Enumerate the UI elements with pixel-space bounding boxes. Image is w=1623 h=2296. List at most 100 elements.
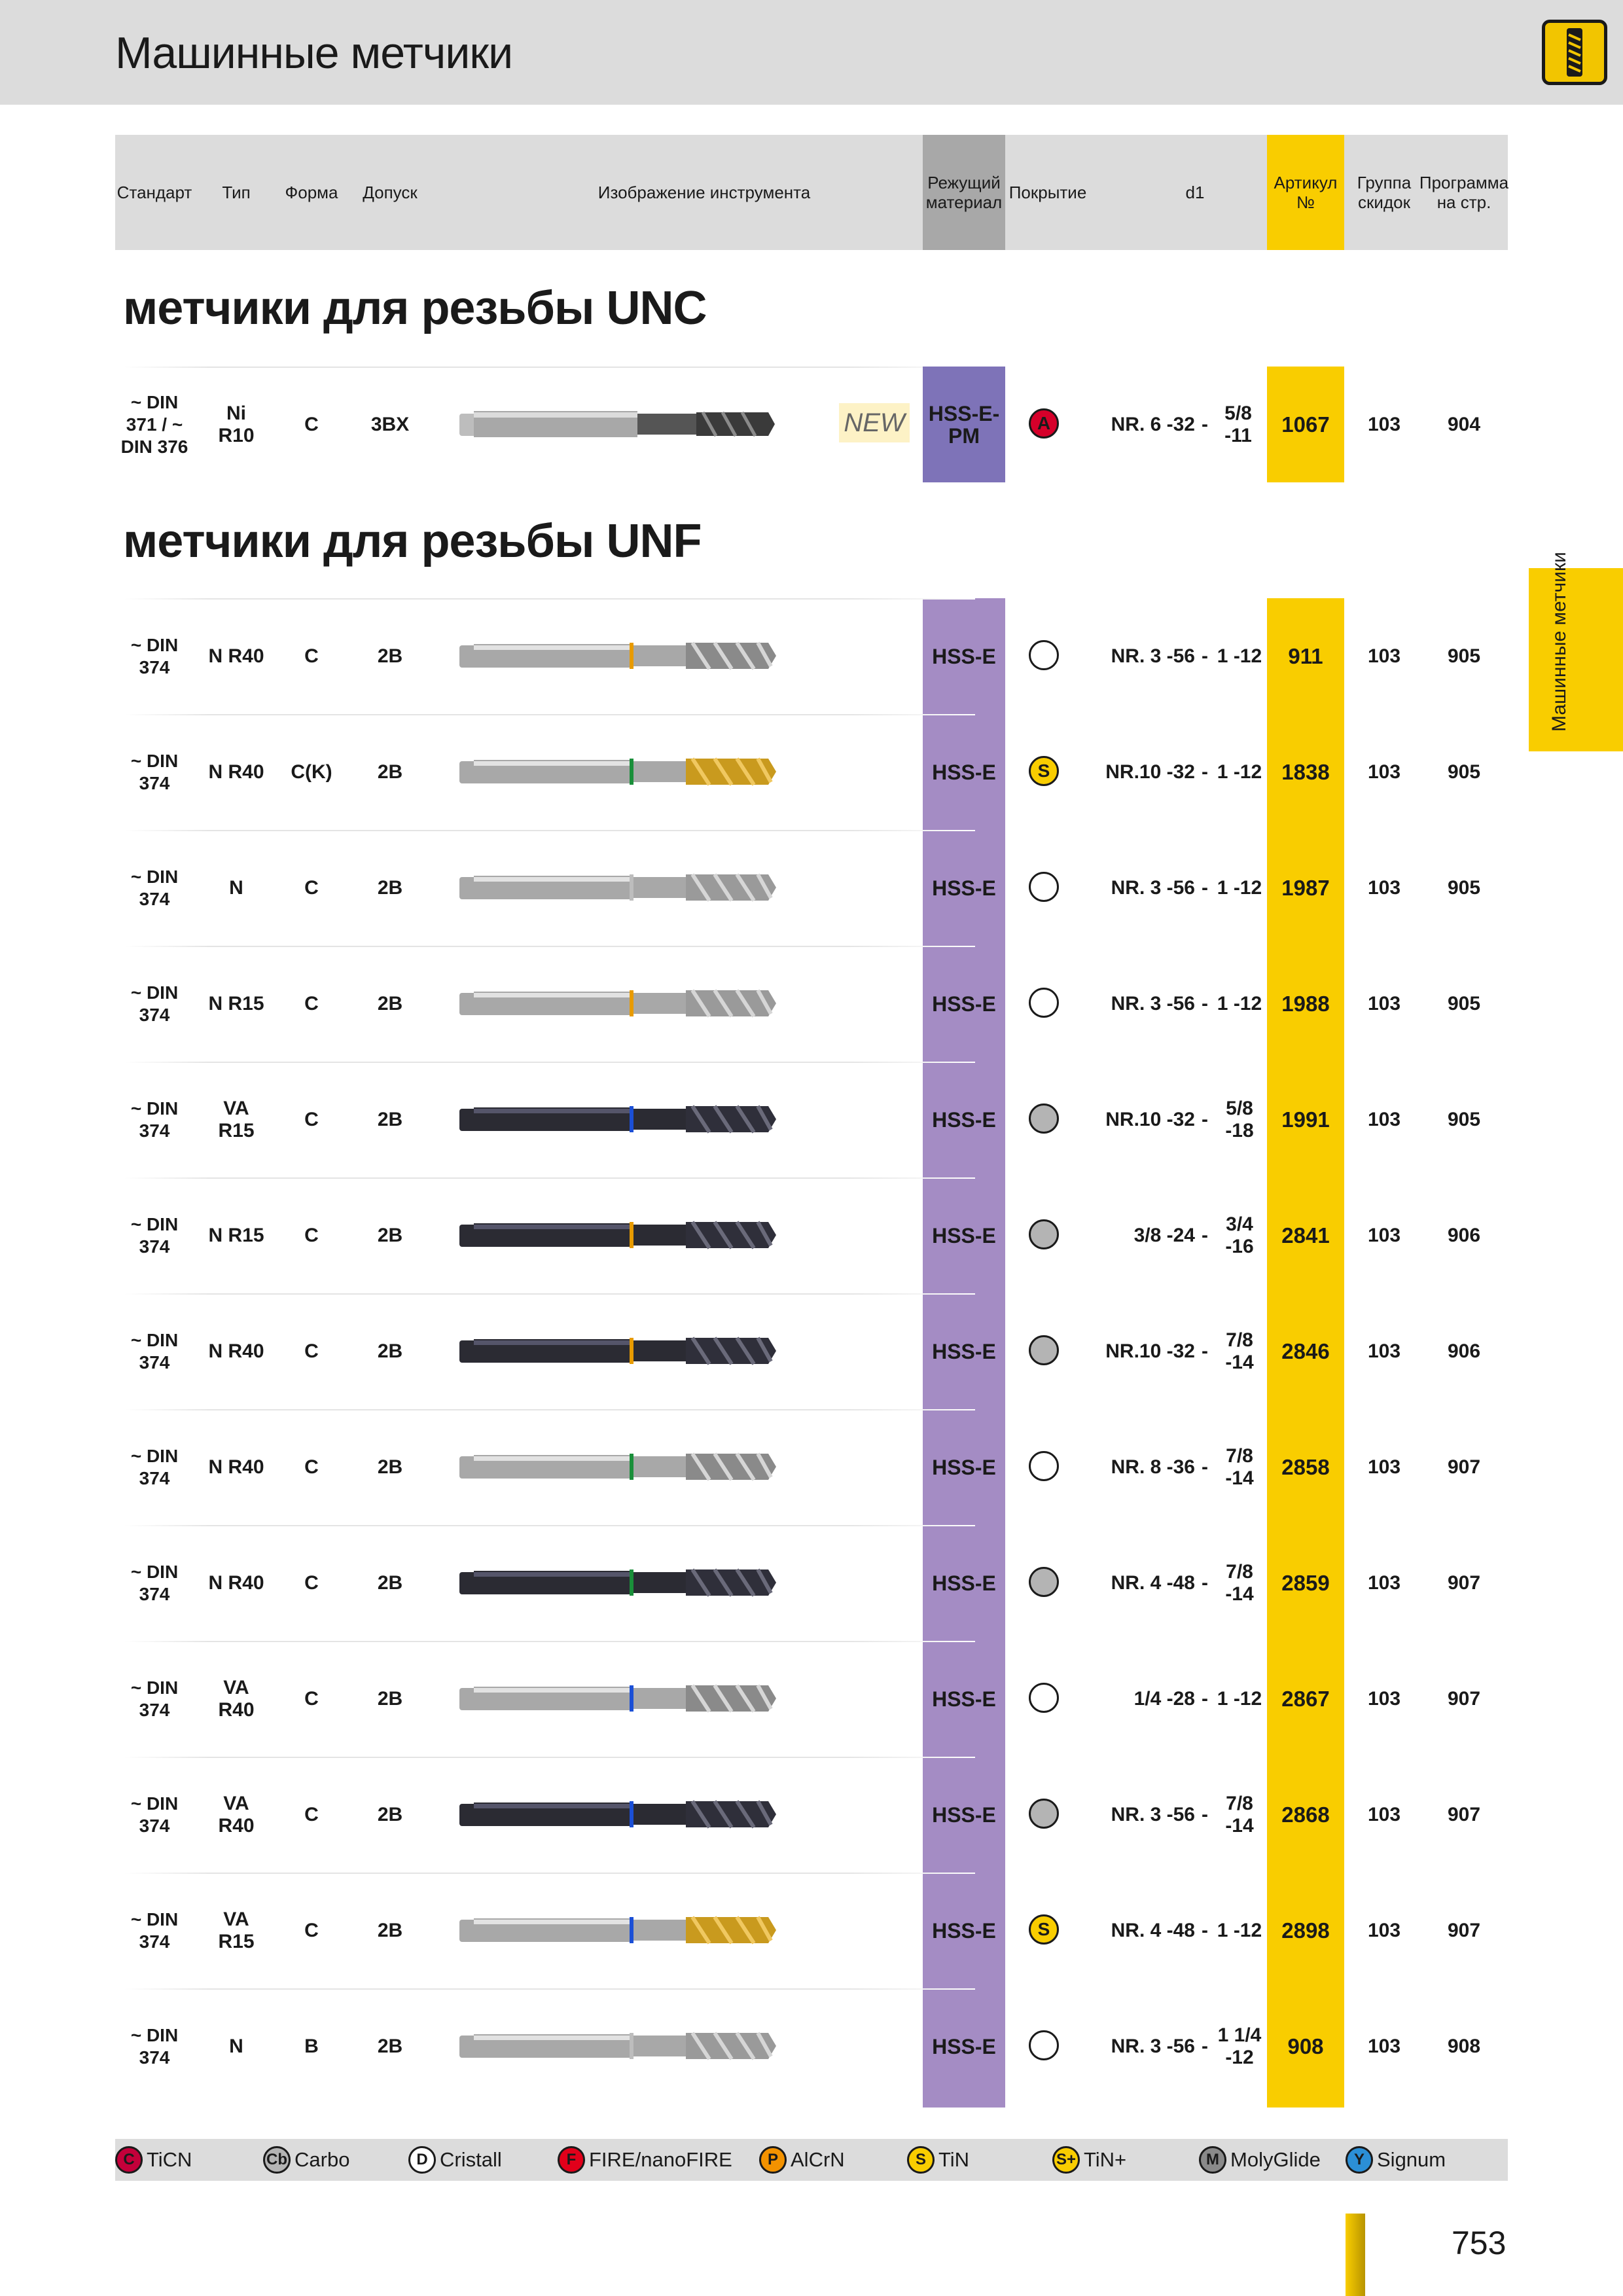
cell-discount: 103 [1367, 1687, 1401, 1710]
tap-image [459, 411, 775, 437]
page-number: 753 [1452, 2225, 1507, 2261]
cell-tolerance: 2B [377, 645, 403, 667]
cell-article: 2846 [1281, 1338, 1330, 1363]
cell-tolerance: 2B [377, 1340, 403, 1362]
cell-discount: 103 [1367, 992, 1401, 1014]
tap-image [459, 1336, 776, 1365]
legend-label: Cristall [440, 2148, 502, 2171]
cell-standard: ~ DIN 374 [130, 1561, 179, 1604]
header-standard: Стандарт [116, 183, 192, 202]
cell-tolerance: 2B [377, 1224, 403, 1246]
cell-standard: ~ DIN 374 [130, 1098, 179, 1141]
cell-discount: 103 [1367, 1571, 1401, 1594]
cell-d1-dash: - [1202, 1571, 1208, 1594]
cell-discount: 103 [1367, 645, 1401, 667]
cell-article: 908 [1287, 2034, 1324, 2058]
cell-standard: ~ DIN 374 [130, 1445, 179, 1488]
cell-material: HSS-E [932, 2034, 996, 2058]
header-d1: d1 [1185, 183, 1205, 202]
cell-tolerance: 2B [377, 876, 403, 899]
cell-form: C [304, 876, 319, 899]
cell-form: C [304, 1108, 319, 1130]
cell-standard: ~ DIN 374 [130, 1329, 179, 1372]
cell-d1-from: NR.10 -32 [1105, 1340, 1195, 1362]
cell-program: 907 [1447, 1919, 1481, 1941]
cell-form: B [304, 2035, 319, 2057]
coating-icon [1029, 640, 1059, 670]
cell-d1-from: 3/8 -24 [1133, 1224, 1195, 1246]
legend-item: Cb Carbo [263, 2145, 349, 2174]
cell-discount: 103 [1367, 1108, 1401, 1130]
cell-program: 904 [1447, 413, 1481, 435]
row-separator [124, 946, 975, 947]
cell-d1-dash: - [1202, 413, 1208, 435]
tap-image [459, 1684, 776, 1713]
cell-d1-to: 1 -12 [1217, 876, 1262, 899]
table-row: ~ DIN 374 N R40 C 2B HSS-E NR. 4 -48 - 7… [115, 1525, 1508, 1641]
cell-program: 905 [1447, 1108, 1481, 1130]
row-separator [124, 830, 975, 831]
cell-form: C [304, 1687, 319, 1710]
coating-icon: C [115, 2146, 143, 2174]
coating-icon [1029, 1103, 1059, 1134]
legend-item: S+ TiN+ [1052, 2145, 1126, 2174]
tap-image [459, 1568, 776, 1597]
cell-article: 1991 [1281, 1107, 1330, 1132]
cell-d1-dash: - [1202, 2035, 1208, 2057]
page-title: Машинные метчики [115, 28, 513, 78]
coating-icon: Y [1346, 2146, 1373, 2174]
row-separator [124, 1177, 975, 1179]
cell-type: VA R40 [218, 1792, 255, 1837]
side-tab: Машинные метчики [1529, 552, 1623, 751]
cell-standard: ~ DIN 371 / ~ DIN 376 [120, 391, 188, 457]
cell-d1-to: 1 -12 [1217, 761, 1262, 783]
cell-discount: 103 [1367, 413, 1401, 435]
header-discount: Группа скидок [1357, 173, 1412, 212]
tap-image [459, 1800, 776, 1829]
cell-standard: ~ DIN 374 [130, 866, 179, 909]
cell-standard: ~ DIN 374 [130, 1213, 179, 1257]
coating-icon: P [759, 2146, 787, 2174]
tap-image [459, 989, 776, 1018]
tap-category-icon [1542, 20, 1607, 85]
cell-program: 907 [1447, 1803, 1481, 1825]
cell-d1-from: NR.10 -32 [1105, 761, 1195, 783]
coating-icon [1029, 1683, 1059, 1713]
side-tab-label: Машинные метчики [1548, 552, 1570, 732]
cell-type: N R15 [208, 992, 264, 1014]
cell-article: 1067 [1267, 367, 1344, 482]
coating-icon: D [408, 2146, 436, 2174]
cell-material: HSS-E [932, 1571, 996, 1595]
cell-d1-to: 7/8 -14 [1225, 1444, 1254, 1489]
row-separator [124, 1641, 975, 1642]
cell-d1-from: NR. 4 -48 [1111, 1919, 1195, 1941]
cell-type: VA R15 [218, 1097, 255, 1141]
cell-tolerance: 2B [377, 1919, 403, 1941]
coating-icon [1029, 2030, 1059, 2060]
cell-material: HSS-E [932, 1918, 996, 1943]
cell-program: 907 [1447, 1571, 1481, 1594]
tap-image [459, 1221, 776, 1249]
header-image: Изображение инструмента [597, 183, 811, 202]
cell-material: HSS-E [932, 644, 996, 668]
table-header: Стандарт Тип Форма Допуск Изображение ин… [115, 135, 1508, 250]
cell-d1-from: NR. 3 -56 [1111, 645, 1195, 667]
cell-type: Ni R10 [218, 402, 255, 446]
cell-material: HSS-E [932, 760, 996, 784]
cell-form: C [304, 1919, 319, 1941]
coating-icon [1029, 1567, 1059, 1597]
header-coating: Покрытие [1008, 183, 1087, 202]
tap-image [459, 641, 776, 670]
table-row: ~ DIN 374 N R40 C(K) 2B HSS-E S NR.10 -3… [115, 714, 1508, 830]
cell-material: HSS-E [932, 1687, 996, 1711]
table-row: ~ DIN 374 N B 2B HSS-E NR. 3 -56 - 1 1/4… [115, 1988, 1508, 2104]
cell-d1-dash: - [1202, 876, 1208, 899]
cell-material: HSS-E [932, 1339, 996, 1363]
legend-label: TiCN [147, 2148, 192, 2171]
row-separator [124, 1293, 975, 1295]
cell-tolerance: 2B [377, 1687, 403, 1710]
legend-item: Y Signum [1346, 2145, 1446, 2174]
coating-icon: F [558, 2146, 585, 2174]
coating-legend: C TiCN Cb Carbo D Cristall F FIRE/nanoFIRE P AlCr… [115, 2139, 1508, 2181]
header-program: Программа на стр. [1419, 173, 1509, 212]
